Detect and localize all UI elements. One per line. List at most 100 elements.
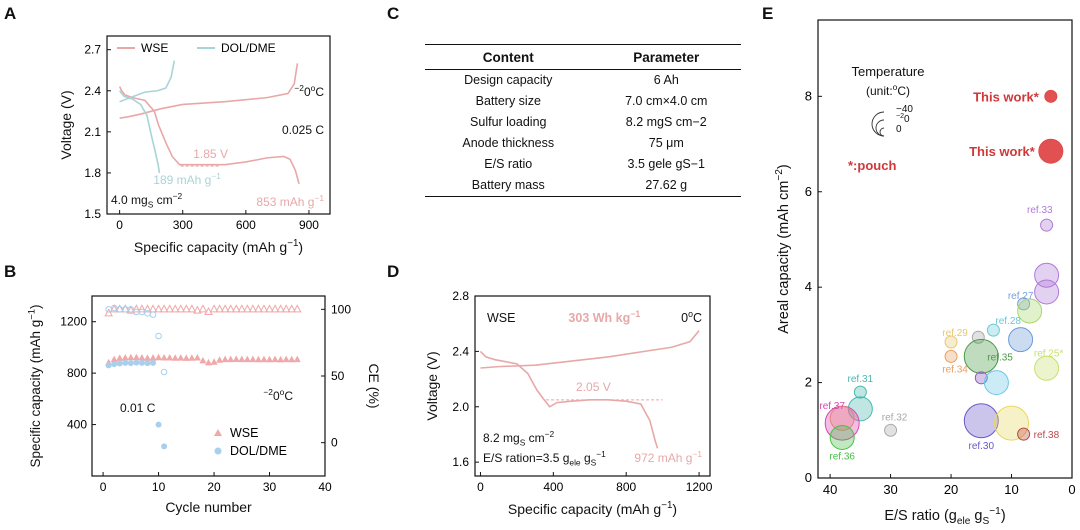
x-tick-label: 0 xyxy=(477,480,484,494)
panel-label-e: E xyxy=(762,4,774,23)
capacity-point-wse xyxy=(271,355,279,363)
point-label: ref.38 xyxy=(1034,430,1060,441)
ce-point-wse xyxy=(170,304,180,313)
capacity-point-wse xyxy=(160,353,168,361)
ce-point-wse xyxy=(259,304,269,313)
legend-label: DOL/DME xyxy=(221,41,276,55)
ce-point-wse xyxy=(154,304,163,313)
data-point xyxy=(1034,279,1060,305)
row-content: Anode thickness xyxy=(462,136,555,150)
series-annotation: WSE xyxy=(487,311,515,325)
point-label: ref.32 xyxy=(882,412,908,423)
chart-e-areal-capacity: 40 30 20 10 0 0 2 4 6 8 E/S ratio (gele gS−1) Areal… xyxy=(774,19,1076,527)
table-header-row: Content Parameter xyxy=(425,44,741,70)
row-parameter: 27.62 g xyxy=(591,175,741,197)
x-axis-label: E/S ratio (gele gS−1) xyxy=(884,506,1005,527)
capacity-annotation: 972 mAh g−1 xyxy=(634,449,702,465)
point-label: ref.35 xyxy=(987,352,1013,363)
capacity-point-wse xyxy=(177,354,185,361)
table-row: Design capacity 6 Ah xyxy=(425,70,741,92)
y-axis-label: Voltage (V) xyxy=(424,351,440,420)
legend-title: Temperature xyxy=(852,64,925,79)
x-tick-label: 30 xyxy=(263,480,277,494)
capacity-annotation-wse: 853 mAh g−1 xyxy=(256,193,324,209)
legend-label: DOL/DME xyxy=(230,444,287,458)
capacity-point-wse xyxy=(199,356,207,364)
ce-point-wse xyxy=(137,304,147,313)
plateau-annotation: 1.85 V xyxy=(193,147,228,161)
y-tick-label: 2.7 xyxy=(84,43,101,57)
point-label: This work* xyxy=(973,89,1040,104)
legend-size-arc xyxy=(879,127,885,137)
data-point xyxy=(829,424,855,450)
chart-b-cycling: 0 10 20 30 40 400 800 1200 0 50 100 Cycle number Spe… xyxy=(26,295,382,515)
capacity-point-wse xyxy=(216,356,224,363)
capacity-point-dol-dme xyxy=(150,359,157,366)
ce-point-wse xyxy=(287,304,297,313)
legend-marker xyxy=(214,429,222,436)
data-point xyxy=(1017,298,1043,324)
point-label: ref.33 xyxy=(1027,205,1053,216)
data-point xyxy=(994,405,1030,441)
legend-marker xyxy=(214,447,222,455)
data-point xyxy=(963,403,999,439)
ce-point-wse xyxy=(143,304,152,313)
y-tick-label: 1.8 xyxy=(84,166,101,180)
point-label: ref.25* xyxy=(1034,348,1064,359)
x-tick-label: 20 xyxy=(207,480,221,494)
x-tick-label: 800 xyxy=(616,480,636,494)
capacity-annotation-dol: 189 mAh g−1 xyxy=(153,171,221,187)
capacity-point-dol-dme xyxy=(105,362,112,369)
capacity-point-wse xyxy=(182,354,190,361)
data-point xyxy=(1040,218,1054,232)
point-label: ref.27 xyxy=(1008,291,1034,302)
x-tick-label: 40 xyxy=(318,480,332,494)
ce-point-wse xyxy=(104,308,113,317)
row-parameter: 75 μm xyxy=(648,136,684,150)
ce-point-wse xyxy=(209,304,219,313)
data-point xyxy=(963,338,999,374)
y-tick-label: 8 xyxy=(805,88,812,103)
legend-label: WSE xyxy=(141,41,168,55)
x-tick-label: 0 xyxy=(100,480,107,494)
capacity-point-dol-dme xyxy=(138,359,145,366)
series-line-wse xyxy=(118,86,300,185)
chart-a-voltage-profile: 0 300 600 900 1.5 1.8 2.1 2.4 2.7 Specific capaci… xyxy=(58,35,331,255)
capacity-point-wse xyxy=(188,354,196,361)
energy-density-annotation: 303 Wh kg−1 xyxy=(568,309,640,325)
capacity-point-wse xyxy=(288,355,296,363)
panel-label-b: B xyxy=(4,262,17,281)
capacity-point-dol-dme xyxy=(155,421,162,428)
capacity-point-wse xyxy=(127,353,135,361)
row-content: Battery size xyxy=(475,94,541,108)
point-label: ref.29 xyxy=(942,328,968,339)
x-tick-label: 1200 xyxy=(686,480,713,494)
x-tick-label: 900 xyxy=(299,218,319,232)
ce-point-dol-dme xyxy=(127,306,135,313)
x-tick-label: 10 xyxy=(152,480,166,494)
capacity-point-dol-dme xyxy=(122,359,129,366)
panel-label-a: A xyxy=(4,4,17,23)
plot-frame xyxy=(106,35,331,215)
capacity-point-wse xyxy=(249,355,257,363)
data-point xyxy=(1017,297,1031,311)
ce-point-wse xyxy=(193,305,202,314)
y-tick-label: 2.0 xyxy=(452,400,469,414)
ce-point-wse xyxy=(181,304,191,313)
capacity-point-wse xyxy=(143,354,151,361)
legend-label: WSE xyxy=(230,426,258,440)
ce-point-wse xyxy=(165,304,175,313)
table-row: Battery size 7.0 cm×4.0 cm xyxy=(425,91,741,112)
capacity-point-wse xyxy=(260,355,268,363)
ce-point-wse xyxy=(231,304,241,313)
x-axis-label: Specific capacity (mAh g−1) xyxy=(134,238,303,255)
row-content: E/S ratio xyxy=(484,157,533,171)
ce-point-wse xyxy=(176,304,186,313)
legend-note: *:pouch xyxy=(848,158,896,173)
ce-point-dol-dme xyxy=(149,311,157,318)
x-tick-label: 40 xyxy=(823,482,837,497)
capacity-point-wse xyxy=(282,355,290,363)
ce-point-wse xyxy=(270,304,280,313)
temperature-annotation: −20oC xyxy=(294,83,324,99)
ce-point-wse xyxy=(292,304,302,313)
